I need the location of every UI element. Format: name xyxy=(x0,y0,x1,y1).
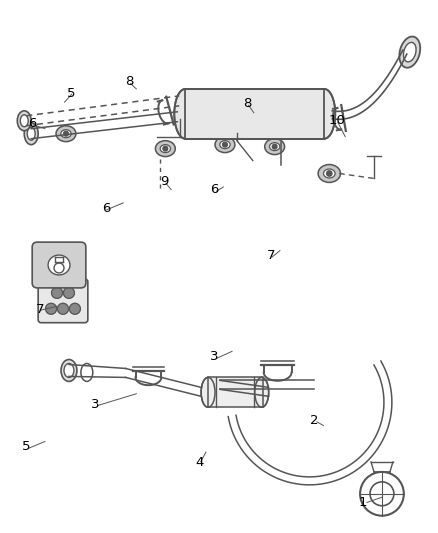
Circle shape xyxy=(272,144,277,149)
Ellipse shape xyxy=(220,141,230,149)
Ellipse shape xyxy=(160,144,170,152)
Bar xyxy=(208,377,263,407)
Text: 8: 8 xyxy=(126,76,134,88)
Ellipse shape xyxy=(81,364,93,382)
Text: 1: 1 xyxy=(358,496,367,509)
Ellipse shape xyxy=(56,126,76,142)
Circle shape xyxy=(64,131,68,136)
Ellipse shape xyxy=(201,377,215,407)
Ellipse shape xyxy=(20,115,28,127)
Circle shape xyxy=(46,303,57,314)
Ellipse shape xyxy=(61,360,77,382)
Ellipse shape xyxy=(48,255,70,275)
Text: 10: 10 xyxy=(328,114,345,127)
Text: 9: 9 xyxy=(160,175,169,188)
Text: 2: 2 xyxy=(311,414,319,427)
Ellipse shape xyxy=(269,143,280,151)
Ellipse shape xyxy=(27,127,35,140)
Text: 7: 7 xyxy=(35,303,44,317)
Ellipse shape xyxy=(403,43,416,62)
Circle shape xyxy=(64,287,74,298)
Text: 5: 5 xyxy=(22,440,31,453)
Circle shape xyxy=(223,142,227,147)
Text: 3: 3 xyxy=(210,350,219,363)
Ellipse shape xyxy=(318,165,340,182)
Circle shape xyxy=(163,146,168,151)
Text: 7: 7 xyxy=(267,249,276,262)
Text: 5: 5 xyxy=(67,87,75,100)
Ellipse shape xyxy=(324,169,335,178)
Ellipse shape xyxy=(24,123,38,144)
Ellipse shape xyxy=(155,141,175,157)
Ellipse shape xyxy=(174,89,196,139)
Ellipse shape xyxy=(255,377,268,407)
Text: 4: 4 xyxy=(195,456,204,469)
Bar xyxy=(185,89,324,139)
Ellipse shape xyxy=(314,89,335,139)
Text: 6: 6 xyxy=(211,183,219,196)
Ellipse shape xyxy=(61,130,71,138)
Circle shape xyxy=(52,287,63,298)
Circle shape xyxy=(327,171,332,176)
Circle shape xyxy=(57,303,68,314)
Ellipse shape xyxy=(399,37,420,68)
Ellipse shape xyxy=(215,136,235,152)
Text: 8: 8 xyxy=(243,97,251,110)
Text: 6: 6 xyxy=(102,201,110,215)
Circle shape xyxy=(70,303,81,314)
Ellipse shape xyxy=(265,139,285,155)
Text: 6: 6 xyxy=(28,117,36,130)
Ellipse shape xyxy=(64,364,74,377)
Ellipse shape xyxy=(17,111,31,131)
FancyBboxPatch shape xyxy=(32,242,86,288)
FancyBboxPatch shape xyxy=(38,279,88,322)
Text: 3: 3 xyxy=(91,398,99,411)
